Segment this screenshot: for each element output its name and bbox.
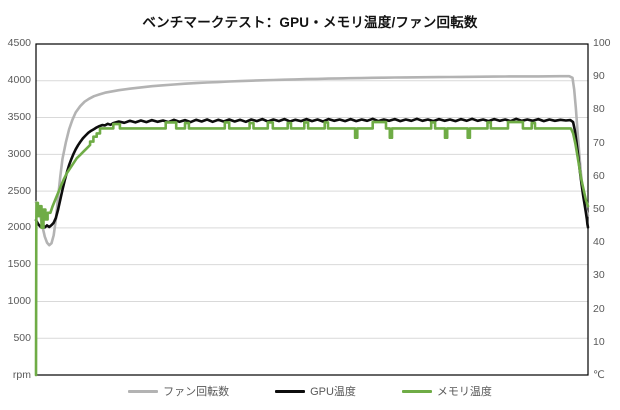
right-tick-label: 10 xyxy=(593,335,605,348)
legend-item-fan-speed: ファン回転数 xyxy=(128,383,229,399)
fan-speed-legend-swatch xyxy=(128,389,159,393)
chart-title: ベンチマークテスト：GPU・メモリ温度/ファン回転数 xyxy=(142,15,478,30)
legend-item-gpu-temp: GPU温度 xyxy=(275,383,356,399)
left-tick-label: 3000 xyxy=(7,147,31,160)
left-axis-unit-label: rpm xyxy=(12,368,31,381)
fan-speed-line xyxy=(34,74,590,247)
right-axis-ticks: 100 90 80 70 60 50 40 30 20 10 ℃ xyxy=(593,37,620,382)
right-tick-label: 30 xyxy=(593,269,605,282)
left-axis-ticks: 4500 4000 3500 3000 2500 2000 1500 1000 … xyxy=(0,37,31,382)
left-tick-label: 4500 xyxy=(7,37,31,49)
gpu-temp-legend-swatch xyxy=(275,389,306,393)
legend-label: メモリ温度 xyxy=(436,386,492,398)
right-tick-label: 90 xyxy=(593,70,605,83)
left-tick-label: 500 xyxy=(13,332,31,344)
left-tick-label: 1000 xyxy=(7,295,31,308)
legend-label: ファン回転数 xyxy=(163,386,230,398)
gridlines-group xyxy=(36,80,588,339)
right-tick-label: 70 xyxy=(593,136,605,149)
right-tick-label: 60 xyxy=(593,169,605,182)
plot-border xyxy=(35,43,589,376)
right-tick-label: 40 xyxy=(593,236,605,249)
left-tick-label: 1500 xyxy=(7,258,31,271)
left-tick-label: 2000 xyxy=(7,221,31,234)
chart-legend: ファン回転数 GPU温度 メモリ温度 xyxy=(0,383,620,399)
right-axis-unit-label: ℃ xyxy=(593,368,605,381)
left-tick-label: 2500 xyxy=(7,184,31,197)
left-tick-label: 4000 xyxy=(7,73,31,86)
right-tick-label: 80 xyxy=(593,103,605,116)
right-tick-label: 100 xyxy=(593,37,611,49)
gpu-temp-line xyxy=(34,117,590,229)
legend-item-memory-temp: メモリ温度 xyxy=(401,383,492,399)
right-tick-label: 50 xyxy=(593,202,605,215)
left-tick-label: 3500 xyxy=(7,110,31,123)
memory-temp-line xyxy=(34,120,590,377)
right-tick-label: 20 xyxy=(593,302,605,315)
memory-temp-legend-swatch xyxy=(401,389,432,393)
legend-label: GPU温度 xyxy=(310,386,356,398)
